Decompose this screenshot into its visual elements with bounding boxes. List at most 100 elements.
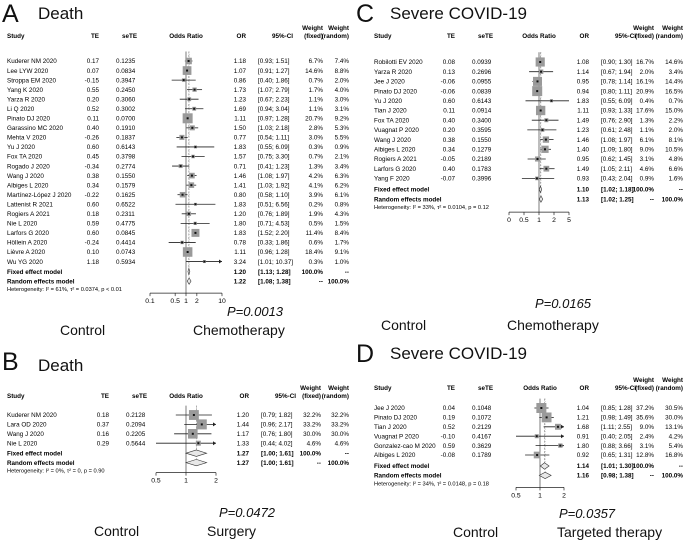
study-weight-fixed: 0.5%	[309, 221, 324, 228]
study-weight-random: 16.8%	[665, 452, 683, 459]
study-or: 1.04	[577, 405, 590, 412]
study-te: 0.18	[97, 412, 110, 419]
random-effect-label: Random effects model	[7, 278, 75, 285]
study-weight-random: 1.7%	[335, 240, 350, 247]
study-te: -0.06	[441, 79, 456, 86]
study-sete: 0.3996	[472, 176, 492, 183]
study-or: 1.21	[577, 415, 590, 422]
study-or: 1.80	[234, 221, 247, 228]
random-effect-ci: [0.98; 1.38]	[601, 473, 634, 480]
study-weight-fixed: 1.1%	[640, 127, 655, 134]
study-point-estimate	[194, 222, 197, 225]
study-ci: [0.51; 6.56]	[258, 201, 290, 208]
header-odds-ratio: Odds Ratio	[523, 385, 557, 392]
study-sete: 0.3002	[116, 106, 136, 113]
study-ci: [0.40; 1.86]	[258, 77, 290, 84]
study-weight-fixed: 6.7%	[309, 58, 324, 65]
study-point-estimate	[541, 128, 544, 131]
study-point-estimate	[556, 425, 559, 428]
study-ci: [0.58; 1.10]	[258, 192, 290, 199]
study-sete: 0.1579	[116, 182, 136, 189]
study-weight-random: 9.2%	[335, 116, 350, 123]
forest-plot-c: Study TE seTE Odds Ratio OR 95%-CIWeight(fixe…	[374, 25, 684, 224]
study-te: 0.04	[443, 405, 456, 412]
study-or: 1.49	[577, 166, 590, 173]
study-weight-fixed: 4.6%	[307, 440, 322, 447]
study-point-estimate	[540, 407, 543, 409]
study-te: 0.20	[87, 96, 100, 103]
study-name: Rogiers A 2021	[374, 156, 417, 163]
study-or: 1.20	[237, 412, 250, 419]
header-or: OR	[240, 393, 250, 400]
study-weight-random: 4.8%	[669, 156, 684, 163]
study-te: 0.07	[87, 68, 100, 75]
study-te: 0.20	[443, 127, 456, 134]
panel-b-title: Death	[38, 356, 84, 375]
study-point-estimate	[559, 444, 562, 447]
study-weight-fixed: 18.4%	[305, 249, 323, 256]
heterogeneity-text: Heterogeneity: I² = 33%, τ² = 0.0104, p …	[374, 205, 489, 211]
study-point-estimate	[191, 126, 194, 129]
study-weight-fixed: 33.2%	[303, 422, 321, 429]
study-sete: 0.1550	[116, 173, 136, 180]
panel-a-right-label: Chemotherapy	[193, 322, 285, 338]
study-sete: 0.2696	[472, 69, 492, 76]
study-sete: 0.5934	[116, 259, 136, 266]
panel-b-p-value: P=0.0472	[219, 505, 276, 520]
study-name: Wang J 2020	[7, 173, 44, 180]
study-or: 1.83	[234, 201, 247, 208]
forest-plot-b: Study TE seTE Odds Ratio OR 95%-CIWeight(fixe…	[7, 385, 350, 485]
header-odds-ratio: Odds Ratio	[169, 393, 203, 400]
study-te: -0.07	[441, 176, 456, 183]
study-weight-fixed: 0.4%	[640, 98, 655, 105]
study-name: Fox TA 2020	[374, 117, 410, 124]
study-name: Yang K 2020	[7, 87, 43, 94]
header-weight-random-sub: (random)	[322, 393, 349, 400]
study-ci: [0.65; 1.31]	[601, 452, 633, 459]
study-weight-random: 3.1%	[335, 106, 350, 113]
study-name: Rogiers A 2021	[7, 211, 50, 218]
study-or: 1.83	[234, 144, 247, 151]
study-te: 0.10	[87, 249, 100, 256]
heterogeneity-text: Heterogeneity: I² = 34%, τ² = 0.0148, p …	[374, 481, 489, 487]
study-or: 1.18	[234, 58, 247, 65]
study-weight-random: 6.3%	[335, 173, 350, 180]
study-weight-random: 3.4%	[669, 69, 684, 76]
study-name: Vuagnat P 2020	[374, 433, 419, 440]
study-point-estimate	[539, 109, 542, 112]
study-sete: 0.1048	[472, 405, 492, 412]
header-te: TE	[447, 385, 455, 392]
study-or: 0.91	[577, 433, 590, 440]
fixed-effect-weight-random: --	[679, 463, 683, 470]
study-or: 1.23	[577, 127, 590, 134]
study-ci: [0.78; 1.14]	[601, 79, 633, 86]
study-or: 1.11	[234, 249, 246, 256]
study-name: Robilotti EV 2020	[374, 59, 423, 66]
study-or: 1.49	[577, 117, 590, 124]
study-sete: 0.1789	[472, 452, 492, 459]
header-odds-ratio: Odds Ratio	[169, 33, 203, 40]
study-point-estimate	[180, 136, 183, 139]
header-weight-fixed-sub: (fixed)	[302, 393, 321, 400]
study-sete: 0.0939	[472, 59, 492, 66]
study-point-estimate	[536, 90, 539, 93]
study-point-estimate	[544, 148, 546, 151]
study-sete: 0.0839	[472, 88, 492, 95]
study-ci: [0.75; 3.30]	[258, 154, 290, 161]
study-weight-random: 30.0%	[665, 415, 683, 422]
study-weight-fixed: 3.1%	[640, 156, 655, 163]
study-name: Yang F 2020	[374, 176, 410, 183]
study-weight-fixed: 4.2%	[309, 173, 324, 180]
study-name: Stroppa EM 2020	[7, 77, 57, 84]
study-ci: [1.01; 10.37]	[258, 259, 293, 266]
study-weight-random: 4.0%	[335, 87, 350, 94]
fixed-effect-label: Fixed effect model	[7, 450, 63, 457]
study-weight-fixed: 2.4%	[640, 433, 655, 440]
header-or: OR	[580, 33, 590, 40]
study-te: 0.34	[87, 182, 100, 189]
x-axis-tick-label: 10	[218, 298, 226, 305]
study-weight-random: 6.6%	[669, 166, 684, 173]
study-point-estimate	[536, 80, 539, 83]
study-sete: 0.6522	[116, 201, 136, 208]
fixed-effect-weight-random: --	[345, 450, 349, 457]
